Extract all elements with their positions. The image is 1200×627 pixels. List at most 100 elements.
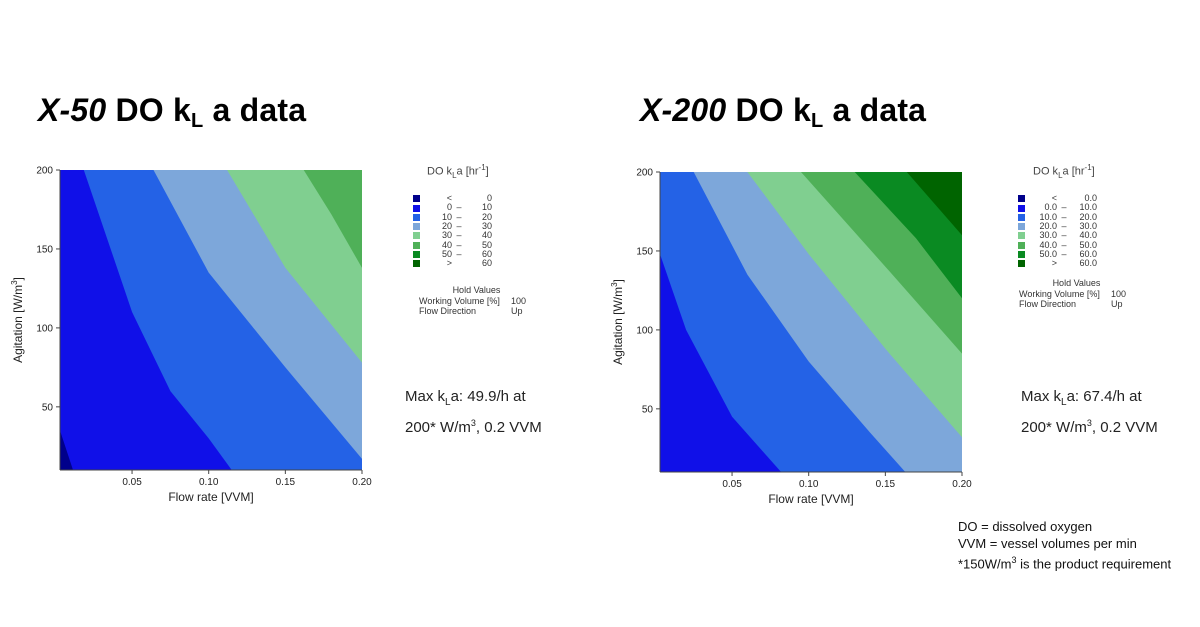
legend-title-unit: a [hr bbox=[1062, 165, 1085, 178]
legend-low: 0.0 bbox=[1044, 202, 1057, 213]
x-tick-label: 0.20 bbox=[352, 477, 372, 488]
hold-values-title: Hold Values bbox=[1052, 278, 1101, 288]
legend-swatch bbox=[413, 260, 420, 268]
legend-high: 50 bbox=[481, 239, 492, 250]
legend-high: 20 bbox=[481, 211, 492, 222]
hold-key: Working Volume [%] bbox=[1019, 289, 1100, 299]
legend-low: 30 bbox=[441, 230, 452, 241]
legend-high: 60.0 bbox=[1079, 258, 1097, 269]
legend-entry: >60.0 bbox=[1018, 258, 1097, 269]
legend-dash: – bbox=[1061, 202, 1067, 213]
max-line2-sup: 3 bbox=[470, 418, 476, 428]
hold-values: Hold Values Working Volume [%] 100 Flow … bbox=[1019, 278, 1134, 309]
legend-high: 10 bbox=[481, 202, 492, 213]
y-axis-label-text: Agitation [W/m bbox=[11, 285, 25, 363]
legend-low: 20.0 bbox=[1039, 221, 1057, 232]
footnote-req-sup: 3 bbox=[1011, 555, 1017, 565]
legend-entry: 50.0– 60.0 bbox=[1018, 248, 1097, 259]
y-axis-label-end: ] bbox=[11, 277, 25, 280]
legend-low: < bbox=[446, 193, 452, 204]
y-tick-label: 150 bbox=[36, 244, 53, 255]
max-line2-post: , 0.2 VVM bbox=[475, 419, 542, 436]
legend-low: 50 bbox=[441, 248, 452, 259]
contour-bands bbox=[60, 170, 362, 470]
legend-entry: 50– 60 bbox=[413, 248, 492, 259]
y-axis-label-end: ] bbox=[611, 279, 625, 282]
legend-swatch bbox=[413, 251, 420, 259]
legend-swatch bbox=[413, 213, 420, 221]
legend-swatch bbox=[1018, 213, 1025, 221]
legend-dash: – bbox=[456, 230, 462, 241]
y-tick-label: 200 bbox=[36, 166, 53, 177]
legend-title: DO kLa [hr-1] bbox=[1018, 163, 1097, 180]
hold-value: Up bbox=[511, 306, 523, 316]
title-text-end: a data bbox=[203, 92, 307, 128]
max-post: a: 67.4/h at bbox=[1066, 388, 1142, 405]
y-tick-label: 50 bbox=[642, 404, 654, 415]
legend-swatch bbox=[413, 232, 420, 240]
y-tick-label: 100 bbox=[36, 323, 53, 334]
chart-title: X-200 DO kL a data bbox=[640, 92, 926, 133]
contour-band bbox=[303, 170, 362, 268]
legend-rows: <0.0 0.0–10.0 10.0–20.0 20.0–30.0 30.0–40.0 4… bbox=[1018, 193, 1097, 269]
footnote-do: DO = dissolved oxygen bbox=[958, 519, 1093, 534]
max-line2-pre: 200* W/m bbox=[405, 419, 471, 436]
legend-high: 60 bbox=[481, 258, 492, 269]
legend-dash: – bbox=[456, 202, 462, 213]
title-model: X-200 bbox=[640, 92, 727, 128]
hold-row: Flow Direction Up bbox=[1019, 299, 1134, 309]
hold-value: 100 bbox=[1111, 289, 1127, 299]
legend-dash: – bbox=[456, 248, 462, 259]
legend-swatch bbox=[1018, 204, 1025, 212]
max-line2-sup: 3 bbox=[1086, 418, 1092, 428]
max-kla-note: Max kLa: 67.4/h at 200* W/m3, 0.2 VVM bbox=[1021, 387, 1158, 438]
footnote-vvm: VVM = vessel volumes per min bbox=[958, 536, 1137, 551]
legend-low: > bbox=[446, 258, 452, 269]
legend-entry: 40.0– 50.0 bbox=[1018, 239, 1097, 250]
legend-swatch bbox=[1018, 195, 1025, 203]
legend-entry: <0 bbox=[413, 193, 492, 204]
legend-low: 50.0 bbox=[1039, 248, 1057, 259]
legend-title-text: DO k bbox=[427, 165, 453, 178]
legend-title-unit: a [hr bbox=[456, 165, 479, 178]
title-text: DO k bbox=[735, 92, 811, 128]
y-tick-label: 200 bbox=[636, 168, 653, 179]
max-sub: L bbox=[445, 397, 451, 408]
legend-dash: – bbox=[456, 239, 462, 250]
legend-entry: 10.0– 20.0 bbox=[1018, 212, 1097, 222]
legend-swatch bbox=[1018, 223, 1025, 231]
legend-low: 20 bbox=[441, 221, 452, 232]
legend-title-sup: -1 bbox=[478, 163, 486, 172]
y-axis-label-sup: 3 bbox=[10, 280, 19, 285]
max-pre: Max k bbox=[1021, 388, 1062, 405]
x-tick-label: 0.15 bbox=[876, 479, 896, 490]
panel-x50: X-50 DO kL a data 0.05 0.10 0.15 0.20 50 100 1… bbox=[10, 92, 542, 505]
legend-title: DO kLa [hr-1] bbox=[413, 163, 492, 180]
legend-low: 0 bbox=[446, 202, 452, 213]
max-kla-note: Max kLa: 49.9/h at 200* W/m3, 0.2 VVM bbox=[405, 387, 542, 438]
legend-low: 40.0 bbox=[1039, 239, 1057, 250]
footnote-requirement: *150W/m3 is the product requirement bbox=[958, 552, 1171, 572]
x-axis-label: Flow rate [VVM] bbox=[768, 492, 853, 506]
y-tick-label: 100 bbox=[636, 325, 653, 336]
legend-high: 50.0 bbox=[1079, 239, 1097, 250]
legend-swatch bbox=[1018, 251, 1025, 259]
contour-band bbox=[227, 170, 362, 363]
legend-entry: 40– 50 bbox=[413, 239, 492, 250]
contour-plot: 0.05 0.10 0.15 0.20 50 100 150 200 Flow rate [VV… bbox=[10, 166, 372, 505]
hold-row: Flow Direction Up bbox=[419, 306, 534, 316]
y-tick-label: 50 bbox=[42, 402, 54, 413]
x-tick-label: 0.20 bbox=[952, 479, 972, 490]
hold-value: Up bbox=[1111, 299, 1123, 309]
contour-plot: 0.05 0.10 0.15 0.20 50 100 150 200 Flow rate [VV… bbox=[610, 168, 972, 507]
x-tick-label: 0.05 bbox=[122, 477, 142, 488]
legend-low: 10 bbox=[441, 211, 452, 222]
hold-values-title: Hold Values bbox=[452, 285, 501, 295]
legend-dash: – bbox=[1061, 248, 1067, 259]
panel-x200: X-200 DO kL a data 0.05 0.10 0.15 0.20 50 100… bbox=[600, 0, 1200, 627]
legend-title-text: DO k bbox=[1033, 165, 1059, 178]
legend-dash: – bbox=[1061, 239, 1067, 250]
legend-high: 40.0 bbox=[1079, 230, 1097, 241]
footnote-req-post: is the product requirement bbox=[1016, 556, 1172, 572]
footnotes: DO = dissolved oxygen VVM = vessel volum… bbox=[958, 518, 1171, 572]
